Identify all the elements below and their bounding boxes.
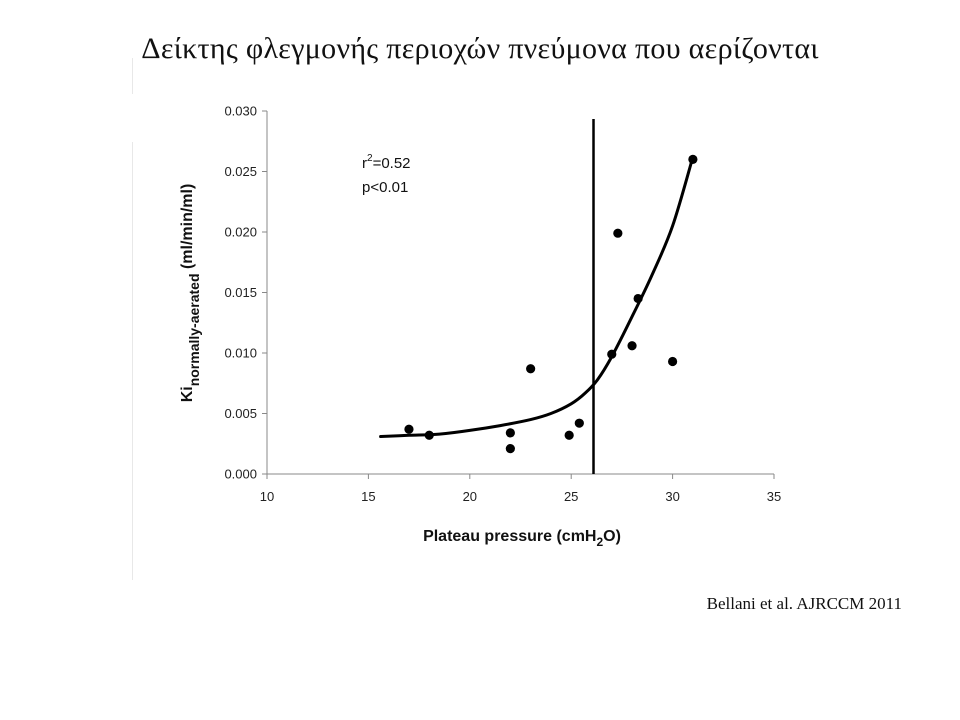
x-axis-title-main: Plateau pressure (cmH [423,528,596,545]
data-point [607,349,617,359]
data-point [574,418,584,428]
data-point [633,293,643,304]
x-tick-label: 30 [665,489,679,504]
data-point [505,428,515,438]
data-point [404,424,414,434]
y-tick-label: 0.005 [224,406,257,421]
x-axis-title: Plateau pressure (cmH2O) [423,528,621,549]
y-axis-title-subscript: normally-aerated [186,273,202,386]
x-ticks: 10 15 20 25 30 35 [260,474,781,504]
data-point [505,443,515,454]
y-ticks: 0.000 0.005 0.010 0.015 0.020 0.025 0.030 [224,104,267,482]
y-tick-label: 0.000 [224,467,257,482]
data-point [627,341,637,351]
y-tick-label: 0.030 [224,104,257,119]
y-axis-title-main: Ki [179,386,196,402]
x-tick-label: 35 [767,489,781,504]
y-tick-label: 0.010 [224,346,257,361]
x-tick-label: 15 [361,489,375,504]
fit-curve-layer [379,155,695,438]
x-tick-label: 20 [463,489,477,504]
x-axis-title-subscript: 2 [596,535,603,549]
data-point [668,356,678,367]
x-tick-label: 10 [260,489,274,504]
data-point [613,228,623,238]
citation: Bellani et al. AJRCCM 2011 [706,594,902,613]
y-axis-title-tail: (ml/min/ml) [179,184,196,274]
decorative-line-upper [132,58,133,94]
y-tick-label: 0.015 [224,285,257,300]
x-tick-label: 25 [564,489,578,504]
data-point [424,430,434,440]
data-points [404,154,698,454]
slide-title: Δείκτης φλεγμονής περιοχών πνεύμονα που … [141,32,819,65]
data-point [688,154,698,164]
y-axis-title: Kinormally-aerated (ml/min/ml) [179,184,202,403]
x-axis-title-tail: O) [603,528,621,545]
p-value-annotation: p<0.01 [362,179,408,196]
data-point [564,430,574,440]
y-tick-label: 0.025 [224,164,257,179]
data-point [526,364,536,374]
r-squared-base: r [362,155,367,172]
decorative-line-lower [132,142,133,580]
axes [266,111,774,475]
r-squared-value: =0.52 [373,155,411,172]
fit-curve [379,155,695,438]
r-squared-superscript: 2 [367,153,373,164]
y-tick-label: 0.020 [224,225,257,240]
r-squared-annotation: r2=0.52 [362,153,411,172]
